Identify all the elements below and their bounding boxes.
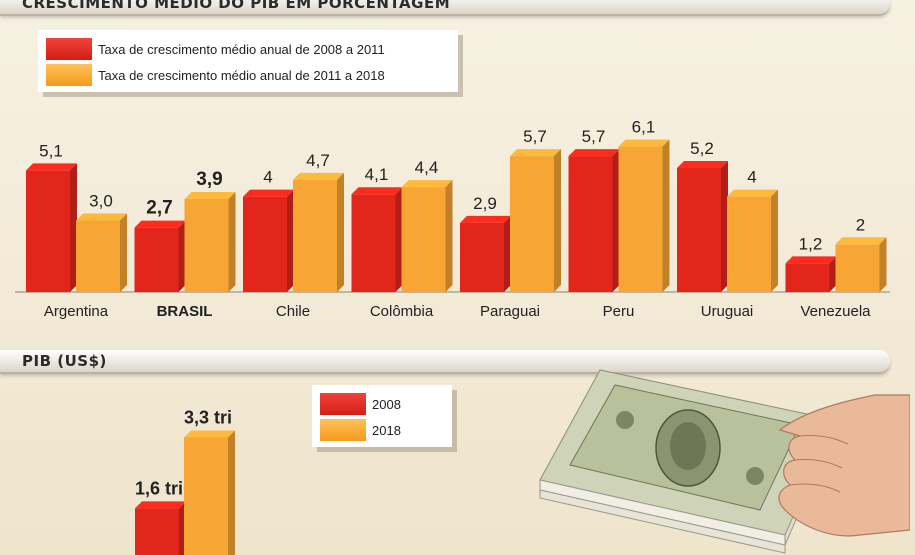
- category-label: Venezuela: [800, 303, 871, 320]
- category-label: Argentina: [44, 303, 109, 320]
- growth-section-header: CRESCIMENTO MÉDIO DO PIB EM PORCENTAGEM: [0, 0, 890, 16]
- category-label: Uruguai: [701, 303, 754, 320]
- bar-2008-2011: [351, 187, 403, 292]
- bar-value-label: 5,2: [690, 139, 714, 158]
- bar-value-label: 4,1: [365, 165, 389, 184]
- legend-swatch-orange: [320, 419, 366, 441]
- bar-2008-2011: [785, 256, 837, 292]
- pib-bar-chart: 1,6 tri 3,3 tri: [135, 408, 235, 555]
- pib-section-header: PIB (US$): [0, 350, 890, 374]
- pib-bar-2018: [184, 430, 235, 555]
- bar-2011-2018: [727, 189, 778, 292]
- pib-section-title: PIB (US$): [22, 352, 107, 370]
- growth-bar-chart: 5,1 3,0 Argentina 2,7 3,9 BRASIL 4 4,7 Chile 4,1 4…: [15, 118, 890, 320]
- bar-2011-2018: [401, 180, 453, 292]
- bar-value-label: 4,4: [415, 158, 439, 177]
- legend-swatch-red: [320, 393, 366, 415]
- legend-label-2008: 2008: [372, 396, 401, 412]
- bar-value-label: 6,1: [632, 118, 656, 137]
- growth-legend: Taxa de crescimento médio anual de 2008 …: [38, 30, 458, 92]
- bar-value-label: 4: [263, 168, 272, 187]
- category-label: BRASIL: [157, 303, 213, 320]
- pib-value-label: 3,3 tri: [184, 408, 232, 428]
- bar-2008-2011: [134, 220, 186, 292]
- category-label: Peru: [603, 303, 635, 320]
- bar-value-label: 2: [856, 215, 865, 234]
- bar-2011-2018: [76, 213, 127, 292]
- bar-2008-2011: [677, 161, 728, 292]
- bar-2008-2011: [26, 163, 77, 292]
- bar-value-label: 3,0: [89, 191, 113, 210]
- bar-value-label: 5,7: [523, 127, 547, 146]
- legend-label-2018: 2018: [372, 422, 401, 438]
- legend-item-2008: 2008: [320, 391, 401, 417]
- bar-value-label: 2,7: [146, 198, 172, 219]
- legend-label-2008-2011: Taxa de crescimento médio anual de 2008 …: [98, 41, 385, 57]
- bar-value-label: 4: [747, 168, 756, 187]
- category-label: Paraguai: [480, 303, 540, 320]
- bar-2011-2018: [184, 192, 236, 292]
- bar-2011-2018: [618, 139, 670, 292]
- bar-2008-2011: [243, 189, 294, 292]
- pib-value-label: 1,6 tri: [135, 478, 183, 498]
- growth-section-title: CRESCIMENTO MÉDIO DO PIB EM PORCENTAGEM: [22, 0, 451, 12]
- legend-label-2011-2018: Taxa de crescimento médio anual de 2011 …: [98, 67, 385, 83]
- legend-swatch-red: [46, 38, 92, 60]
- legend-item-2011-2018: Taxa de crescimento médio anual de 2011 …: [46, 62, 385, 88]
- bar-value-label: 5,1: [39, 141, 63, 160]
- money-illustration: [539, 369, 910, 554]
- legend-item-2008-2011: Taxa de crescimento médio anual de 2008 …: [46, 36, 385, 62]
- bar-2011-2018: [510, 149, 561, 292]
- bar-value-label: 1,2: [799, 234, 823, 253]
- bar-2008-2011: [460, 215, 511, 292]
- legend-item-2018: 2018: [320, 417, 401, 443]
- bar-2011-2018: [293, 172, 344, 292]
- pib-bar-2008: [135, 501, 186, 555]
- bar-value-label: 4,7: [306, 151, 330, 170]
- bar-value-label: 5,7: [582, 127, 606, 146]
- pib-legend: 2008 2018: [312, 385, 452, 447]
- legend-swatch-orange: [46, 64, 92, 86]
- bar-value-label: 3,9: [196, 169, 222, 190]
- category-label: Chile: [276, 303, 310, 320]
- bar-value-label: 2,9: [473, 194, 497, 213]
- category-label: Colômbia: [370, 303, 434, 320]
- hand-icon: [778, 394, 910, 537]
- bar-2008-2011: [568, 149, 620, 292]
- bar-2011-2018: [835, 237, 887, 292]
